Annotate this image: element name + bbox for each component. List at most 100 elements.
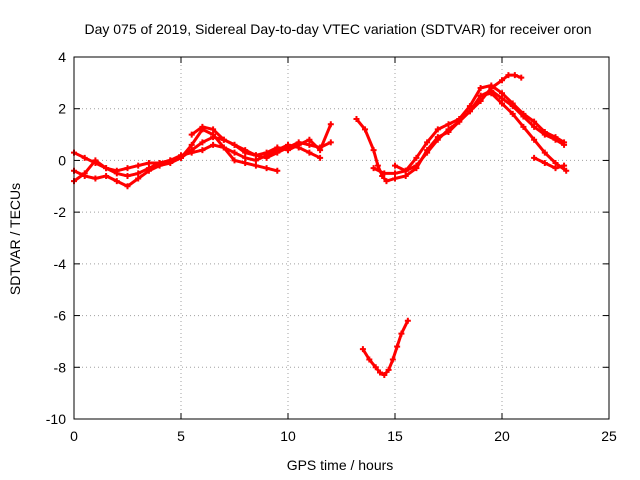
series-line (479, 91, 568, 173)
data-point (466, 103, 473, 110)
data-point (210, 131, 217, 138)
x-tick-label: 5 (177, 428, 185, 444)
data-point (167, 157, 174, 164)
data-point (424, 139, 431, 146)
data-point (285, 147, 291, 154)
data-point (413, 154, 420, 161)
data-point (466, 108, 473, 115)
data-point (404, 317, 411, 324)
data-point (113, 178, 120, 185)
data-point (242, 149, 249, 156)
grid-lines (74, 57, 609, 419)
data-point (353, 116, 360, 123)
data-point (511, 72, 518, 79)
data-point (372, 364, 379, 371)
series-line (361, 319, 410, 377)
axis-ticks: 0 5 10 15 20 25 -10 -8 -6 -4 -2 0 2 4 (46, 49, 617, 444)
data-series (71, 72, 570, 379)
data-point (103, 165, 110, 172)
data-point (424, 149, 431, 156)
data-point (499, 90, 505, 97)
y-tick-label: -8 (54, 359, 67, 375)
data-point (383, 178, 390, 185)
y-axis-label: SDTVAR / TECUs (7, 183, 23, 295)
data-point (252, 162, 259, 169)
data-point (552, 165, 559, 172)
data-point (477, 85, 484, 92)
series-track-5 (353, 87, 568, 185)
y-tick-label: 4 (58, 49, 66, 65)
data-point (552, 160, 559, 167)
data-point (381, 170, 388, 177)
data-point (92, 175, 99, 182)
chart-title: Day 075 of 2019, Sidereal Day-to-day VTE… (84, 21, 591, 37)
data-point (124, 183, 131, 190)
series-line (355, 89, 566, 183)
data-point (188, 149, 195, 156)
data-point (210, 141, 217, 148)
data-point (389, 356, 396, 363)
series-track-7 (392, 72, 525, 174)
data-point (392, 175, 398, 182)
x-tick-label: 20 (494, 428, 510, 444)
data-point (263, 165, 270, 172)
data-point (317, 147, 324, 154)
data-point (531, 154, 538, 161)
y-tick-label: -4 (54, 256, 67, 272)
x-tick-label: 10 (280, 428, 296, 444)
y-tick-label: -6 (54, 308, 67, 324)
data-point (509, 110, 516, 117)
data-point (370, 147, 377, 154)
data-point (520, 123, 527, 130)
y-tick-label: 2 (58, 101, 66, 117)
data-point (317, 154, 324, 161)
series-track-10 (359, 317, 411, 379)
data-point (531, 136, 538, 143)
data-point (306, 141, 313, 148)
data-point (392, 162, 398, 169)
data-point (541, 160, 548, 167)
data-point (199, 147, 206, 154)
data-point (285, 141, 291, 148)
data-point (274, 167, 281, 174)
data-point (413, 162, 420, 169)
data-point (327, 139, 334, 146)
data-point (362, 126, 369, 133)
data-point (541, 128, 548, 135)
data-point (135, 170, 142, 177)
data-point (561, 162, 568, 169)
data-point (145, 160, 152, 167)
data-point (374, 162, 381, 169)
plot-frame (73, 56, 610, 420)
data-point (518, 74, 525, 81)
data-point (385, 366, 392, 373)
data-point (499, 77, 505, 84)
data-point (263, 149, 270, 156)
data-point (220, 136, 227, 143)
data-point (499, 100, 505, 107)
data-point (552, 134, 559, 141)
data-point (145, 165, 152, 172)
data-point (370, 165, 377, 172)
data-point (398, 330, 405, 337)
data-point (124, 172, 131, 179)
data-point (402, 172, 409, 179)
data-point (135, 162, 142, 169)
data-point (252, 152, 259, 159)
series-track-4 (188, 121, 334, 159)
data-point (563, 167, 570, 174)
data-point (402, 167, 409, 174)
data-point (366, 356, 373, 363)
x-tick-label: 15 (387, 428, 403, 444)
data-point (561, 139, 568, 146)
x-tick-label: 0 (70, 428, 78, 444)
data-point (509, 100, 516, 107)
data-point (103, 172, 110, 179)
data-point (359, 346, 366, 353)
series-track-1 (71, 134, 334, 174)
data-point (434, 126, 441, 133)
data-point (188, 131, 195, 138)
data-point (541, 149, 548, 156)
series-track-9 (531, 154, 568, 172)
